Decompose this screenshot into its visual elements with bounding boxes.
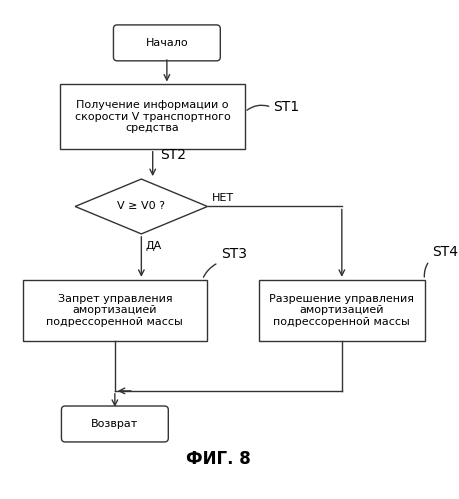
- Text: Начало: Начало: [146, 38, 188, 48]
- Text: Получение информации о
скорости V транспортного
средства: Получение информации о скорости V трансп…: [75, 100, 230, 133]
- Text: ДА: ДА: [145, 242, 162, 251]
- Bar: [259, 280, 425, 341]
- Text: ФИГ. 8: ФИГ. 8: [186, 451, 251, 469]
- Text: Запрет управления
амортизацией
подрессоренной массы: Запрет управления амортизацией подрессор…: [46, 294, 183, 327]
- FancyBboxPatch shape: [113, 25, 220, 61]
- Text: Возврат: Возврат: [91, 419, 139, 429]
- Text: НЕТ: НЕТ: [212, 193, 235, 203]
- Text: ST3: ST3: [221, 247, 247, 261]
- Text: ST1: ST1: [273, 100, 299, 114]
- Bar: [61, 84, 245, 149]
- Text: ST2: ST2: [160, 148, 186, 162]
- Text: V ≥ V0 ?: V ≥ V0 ?: [118, 202, 165, 212]
- FancyBboxPatch shape: [62, 406, 168, 442]
- Polygon shape: [75, 179, 207, 234]
- Text: Разрешение управления
амортизацией
подрессоренной массы: Разрешение управления амортизацией подре…: [269, 294, 414, 327]
- Text: ST4: ST4: [432, 245, 458, 259]
- Bar: [22, 280, 207, 341]
